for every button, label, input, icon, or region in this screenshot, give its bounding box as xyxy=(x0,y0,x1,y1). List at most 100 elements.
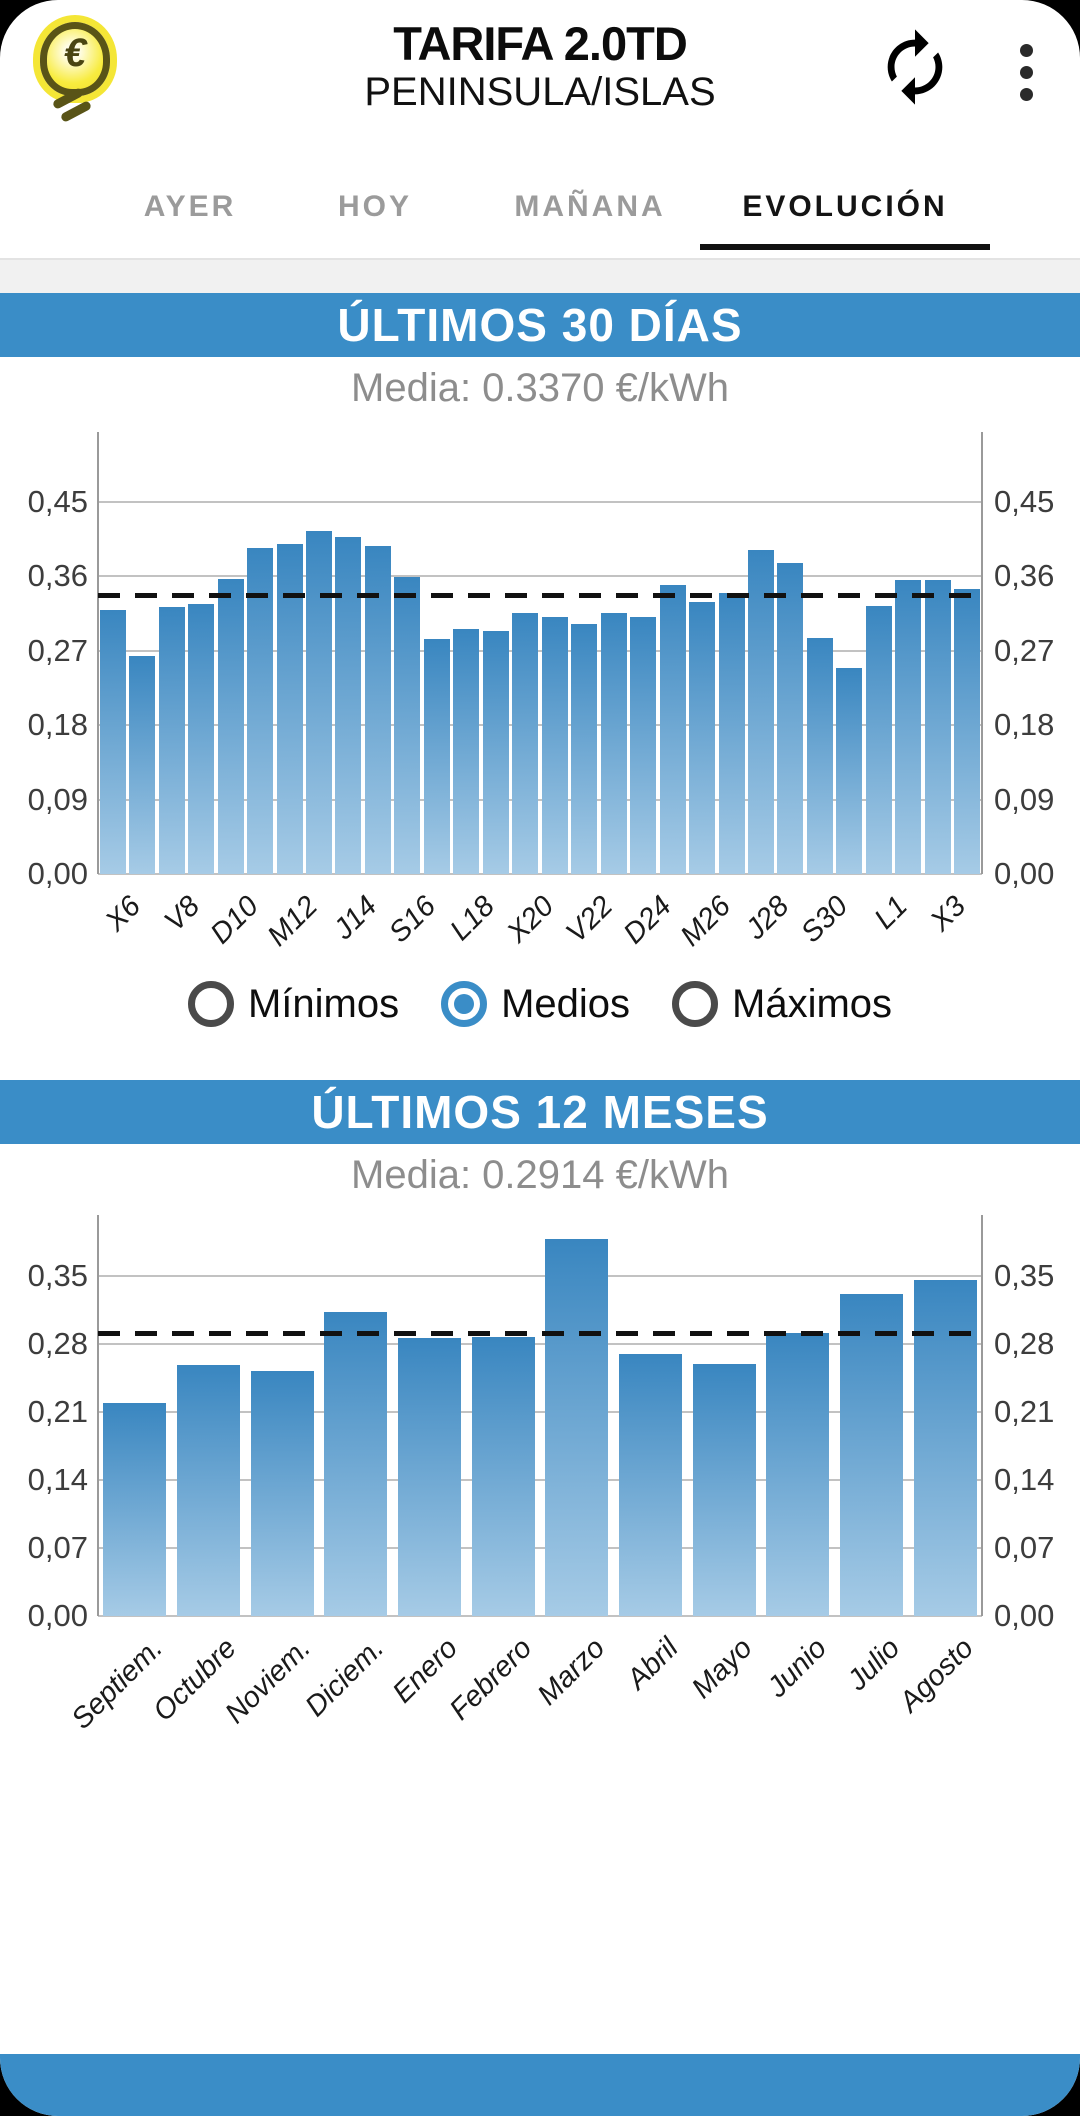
refresh-icon-svg xyxy=(887,29,943,105)
radio-unselected-icon[interactable] xyxy=(672,981,719,1027)
refresh-icon[interactable] xyxy=(874,26,956,108)
chart-bar xyxy=(692,1363,756,1616)
chart-bar xyxy=(129,656,156,874)
x-axis-label: Marzo xyxy=(531,1632,612,1712)
x-axis-label: S30 xyxy=(795,890,855,950)
radio-option-mínimos[interactable]: Mínimos xyxy=(187,981,400,1027)
chart-bar xyxy=(571,624,598,874)
chart-bar xyxy=(250,1371,314,1616)
x-axis-label: Mayo xyxy=(686,1632,759,1705)
y-axis-right xyxy=(981,432,983,874)
radio-option-máximos[interactable]: Máximos xyxy=(672,981,892,1027)
chart-bar xyxy=(99,609,126,874)
x-axis-label: S16 xyxy=(382,890,443,950)
y-tick-label-right: 0,07 xyxy=(994,1530,1055,1566)
radio-label: Mínimos xyxy=(247,981,400,1026)
chart-bar xyxy=(718,593,745,874)
y-axis-right xyxy=(981,1215,983,1616)
mean-price-label: Media: 0.3370 €/kWh xyxy=(351,366,729,410)
x-axis-label: M12 xyxy=(261,890,325,953)
y-tick-label-left: 0,27 xyxy=(27,632,88,668)
gridline xyxy=(98,1275,982,1278)
chart-bar xyxy=(748,550,774,874)
lightbulb-icon: € xyxy=(40,22,110,96)
x-axis-label: J28 xyxy=(739,890,796,946)
chart-bar xyxy=(839,1293,904,1616)
page-subtitle: PENINSULA/ISLAS xyxy=(364,70,716,114)
chart-bar xyxy=(541,617,568,874)
chart-bar xyxy=(777,562,804,874)
y-tick-label-left: 0,36 xyxy=(27,558,88,594)
y-tick-label-right: 0,21 xyxy=(994,1394,1055,1430)
chart-bar xyxy=(217,579,244,874)
app-logo-lightbulb-euro-icon: € xyxy=(34,20,112,123)
y-tick-label-left: 0,18 xyxy=(27,707,88,742)
x-axis-label: X6 xyxy=(99,890,148,938)
x-axis-label: V8 xyxy=(158,890,207,938)
chart-bar xyxy=(364,546,391,874)
y-tick-label-left: 0,07 xyxy=(27,1530,88,1566)
tab-ayer[interactable]: AYER xyxy=(143,190,237,223)
gridline xyxy=(98,798,982,801)
gridline xyxy=(98,1615,982,1617)
chart-bar xyxy=(630,617,657,874)
chart-bar xyxy=(954,589,981,874)
x-axis-label: Febrero xyxy=(443,1632,538,1727)
chart-bar xyxy=(806,638,833,874)
gridline xyxy=(98,873,982,875)
y-tick-label-left: 0,21 xyxy=(27,1394,88,1430)
y-tick-label-left: 0,09 xyxy=(27,781,88,817)
y-axis-left xyxy=(97,1215,99,1616)
y-tick-label-right: 0,00 xyxy=(994,856,1055,891)
tab-evolución[interactable]: EVOLUCIÓN xyxy=(700,178,990,250)
bottom-banner[interactable] xyxy=(0,2054,1080,2116)
chart-bar xyxy=(836,667,863,874)
y-tick-label-left: 0,00 xyxy=(27,856,88,891)
radio-dot xyxy=(454,994,475,1014)
gridline xyxy=(98,1343,982,1346)
chart-bar xyxy=(176,1364,241,1616)
page-title: TARIFA 2.0TD xyxy=(393,17,688,70)
y-tick-label-right: 0,27 xyxy=(994,632,1055,668)
kebab-menu-icon[interactable] xyxy=(998,36,1054,108)
x-axis-label: Junio xyxy=(760,1632,833,1704)
euro-glyph: € xyxy=(63,31,87,75)
x-axis-label: J14 xyxy=(327,890,384,946)
x-axis-label: L18 xyxy=(444,890,501,947)
x-axis-label: X20 xyxy=(500,890,560,950)
tab-mañana[interactable]: MAÑANA xyxy=(514,190,666,223)
chart-bar xyxy=(394,576,421,874)
gridline xyxy=(98,724,982,726)
y-tick-label-right: 0,14 xyxy=(994,1462,1055,1498)
radio-selected-icon[interactable] xyxy=(441,981,488,1027)
section-banner: ÚLTIMOS 30 DÍAS xyxy=(0,293,1080,357)
chart-bar xyxy=(423,638,450,874)
gridline xyxy=(98,575,982,578)
chart-bar xyxy=(895,580,922,874)
x-axis-label: Diciem. xyxy=(299,1632,391,1723)
tab-hoy[interactable]: HOY xyxy=(337,190,412,223)
y-tick-label-left: 0,35 xyxy=(27,1258,88,1294)
gridline xyxy=(98,1479,982,1482)
mean-price-label: Media: 0.2914 €/kWh xyxy=(351,1153,729,1197)
section-banner: ÚLTIMOS 12 MESES xyxy=(0,1080,1080,1144)
chart-bar xyxy=(512,613,539,874)
x-axis-label: D24 xyxy=(617,890,678,951)
chart-bar xyxy=(324,1312,388,1616)
y-tick-label-right: 0,09 xyxy=(994,781,1055,817)
chart-bar xyxy=(188,604,215,874)
x-axis-label: Julio xyxy=(841,1632,907,1697)
y-tick-label-right: 0,00 xyxy=(994,1598,1055,1633)
x-axis-label: Agosto xyxy=(893,1632,980,1719)
gridline xyxy=(98,500,982,503)
chart-bar xyxy=(766,1333,830,1616)
chart-bar xyxy=(471,1337,535,1616)
chart-bar xyxy=(453,628,480,874)
gridline xyxy=(98,649,982,652)
radio-option-medios[interactable]: Medios xyxy=(441,981,630,1027)
chart-bar xyxy=(276,543,303,874)
radio-unselected-icon[interactable] xyxy=(187,981,234,1027)
chart-bar xyxy=(924,580,951,874)
chart-bar xyxy=(306,531,332,874)
